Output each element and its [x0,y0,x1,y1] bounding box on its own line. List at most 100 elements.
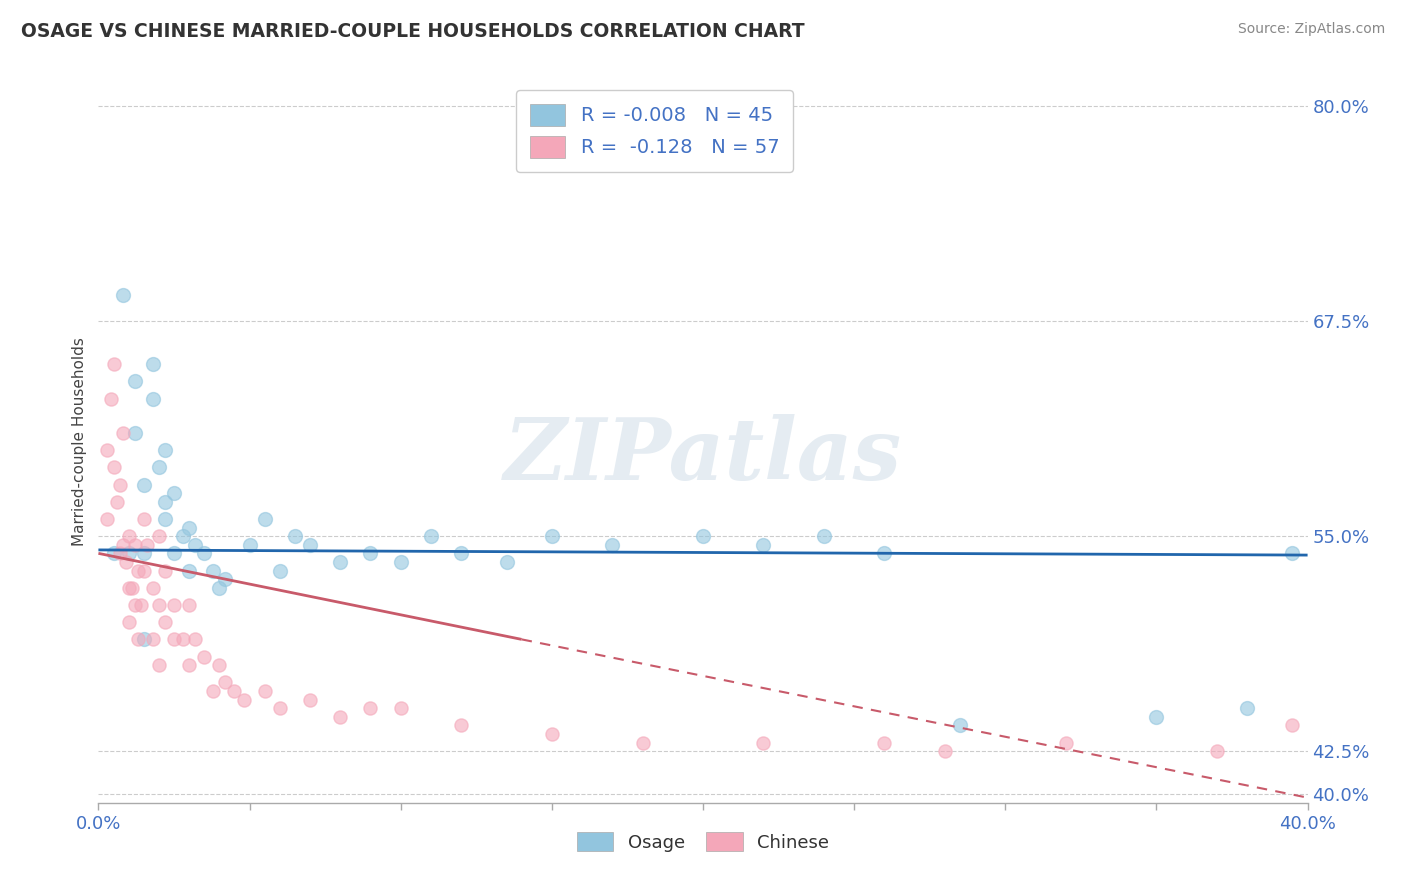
Point [179,520,201,534]
Point [253,684,276,698]
Point [389,701,412,715]
Point [148,658,170,673]
Point [179,658,201,673]
Point [118,529,141,543]
Point [360,701,382,715]
Point [103,357,125,371]
Point [602,538,624,552]
Point [202,564,225,578]
Point [934,744,956,758]
Point [224,684,246,698]
Point [495,555,517,569]
Point [1281,718,1303,732]
Point [111,288,134,302]
Point [193,546,215,560]
Point [172,529,194,543]
Point [692,529,714,543]
Point [96,512,118,526]
Point [142,392,165,406]
Point [873,735,896,749]
Point [232,692,254,706]
Point [124,598,146,612]
Point [118,615,141,630]
Point [111,538,134,552]
Point [163,598,186,612]
Point [124,425,146,440]
Point [184,538,207,552]
Text: OSAGE VS CHINESE MARRIED-COUPLE HOUSEHOLDS CORRELATION CHART: OSAGE VS CHINESE MARRIED-COUPLE HOUSEHOL… [21,22,804,41]
Point [163,546,186,560]
Y-axis label: Married-couple Households: Married-couple Households [72,337,87,546]
Point [142,632,165,647]
Point [124,538,146,552]
Point [329,710,352,724]
Point [105,494,128,508]
Point [163,486,186,500]
Point [360,546,382,560]
Point [100,392,122,406]
Point [132,632,155,647]
Point [540,727,562,741]
Point [132,512,155,526]
Point [1236,701,1258,715]
Point [450,546,472,560]
Point [1144,710,1167,724]
Point [752,538,775,552]
Point [148,460,170,475]
Point [148,529,170,543]
Point [163,632,186,647]
Point [299,692,322,706]
Point [284,529,307,543]
Point [253,512,276,526]
Point [752,735,775,749]
Point [118,546,141,560]
Point [214,675,236,690]
Point [239,538,262,552]
Point [129,598,152,612]
Point [949,718,972,732]
Point [208,581,231,595]
Point [1206,744,1229,758]
Point [153,494,176,508]
Point [111,425,134,440]
Point [153,615,176,630]
Point [148,598,170,612]
Text: Source: ZipAtlas.com: Source: ZipAtlas.com [1237,22,1385,37]
Point [153,512,176,526]
Point [179,598,201,612]
Point [108,546,131,560]
Point [118,581,141,595]
Point [132,564,155,578]
Point [214,572,236,586]
Point [108,477,131,491]
Point [96,443,118,458]
Point [127,632,149,647]
Legend: Osage, Chinese: Osage, Chinese [569,825,837,859]
Point [269,564,291,578]
Text: ZIPatlas: ZIPatlas [503,414,903,498]
Point [873,546,896,560]
Point [103,546,125,560]
Point [202,684,225,698]
Point [1281,546,1303,560]
Point [540,529,562,543]
Point [142,357,165,371]
Point [208,658,231,673]
Point [179,564,201,578]
Point [132,546,155,560]
Point [132,477,155,491]
Point [631,735,654,749]
Point [114,555,136,569]
Point [450,718,472,732]
Point [184,632,207,647]
Point [172,632,194,647]
Point [299,538,322,552]
Point [142,581,165,595]
Point [420,529,443,543]
Point [269,701,291,715]
Point [103,460,125,475]
Point [124,374,146,388]
Point [1054,735,1077,749]
Point [135,538,157,552]
Point [329,555,352,569]
